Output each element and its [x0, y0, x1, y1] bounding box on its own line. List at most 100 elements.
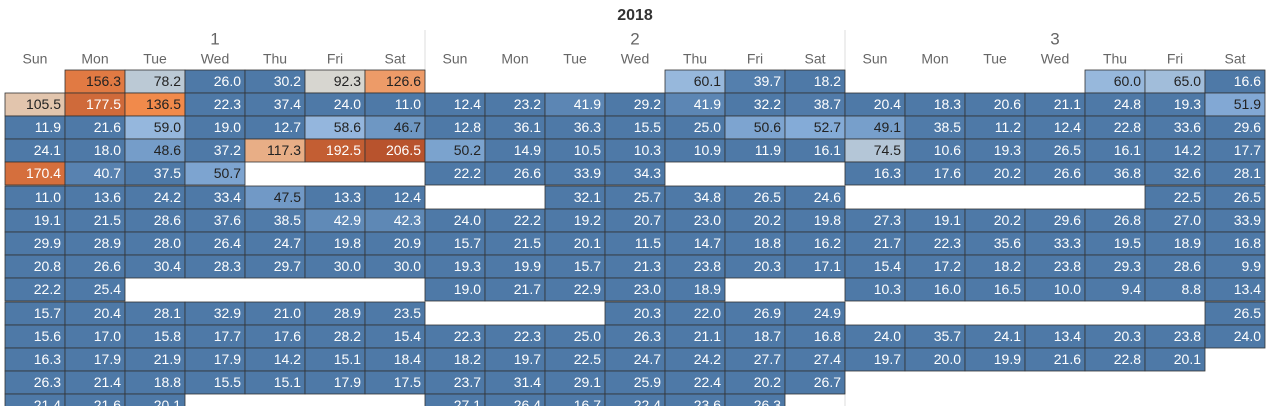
cell-label: 16.3 — [874, 165, 901, 181]
cell-label: 16.8 — [1234, 235, 1261, 251]
cell-label: 24.2 — [154, 189, 181, 205]
cell-label: 17.6 — [274, 328, 301, 344]
cell-label: 18.3 — [934, 96, 961, 112]
cell-label: 41.9 — [694, 96, 721, 112]
cell-label: 20.2 — [994, 212, 1021, 228]
cell-label: 48.6 — [154, 142, 181, 158]
weekday-label: Wed — [621, 51, 650, 67]
cell-label: 26.5 — [1234, 189, 1261, 205]
cell-label: 17.1 — [814, 258, 841, 274]
cell-label: 32.9 — [214, 305, 241, 321]
cell-label: 20.4 — [874, 96, 901, 112]
cell-label: 20.6 — [994, 96, 1021, 112]
cell-label: 27.1 — [454, 397, 481, 406]
cell-label: 25.4 — [94, 281, 121, 297]
cell-label: 17.7 — [1234, 142, 1261, 158]
cell-label: 27.3 — [874, 212, 901, 228]
cell-label: 42.9 — [334, 212, 361, 228]
cell-label: 19.9 — [994, 351, 1021, 367]
cell-label: 9.9 — [1242, 258, 1262, 274]
weekday-label: Thu — [683, 51, 707, 67]
cell-label: 27.0 — [1174, 212, 1201, 228]
cell-label: 26.0 — [214, 73, 241, 89]
cell-label: 26.4 — [214, 235, 241, 251]
cell-label: 24.9 — [814, 305, 841, 321]
cell-label: 42.3 — [394, 212, 421, 228]
cell-label: 20.2 — [994, 165, 1021, 181]
cell-label: 28.2 — [334, 328, 361, 344]
cell-label: 21.6 — [94, 397, 121, 406]
cell-label: 17.5 — [394, 374, 421, 390]
cell-label: 192.5 — [326, 142, 361, 158]
cell-label: 24.0 — [454, 212, 481, 228]
weekday-label: Sun — [443, 51, 468, 67]
cell-label: 26.5 — [754, 189, 781, 205]
weekday-label: Sun — [23, 51, 48, 67]
cell-label: 28.6 — [1174, 258, 1201, 274]
cell-label: 65.0 — [1174, 73, 1201, 89]
cell-label: 47.5 — [274, 189, 301, 205]
cell-label: 12.4 — [454, 96, 481, 112]
cell-label: 26.7 — [814, 374, 841, 390]
cell-label: 35.6 — [994, 235, 1021, 251]
cell-label: 20.1 — [574, 235, 601, 251]
cell-label: 11.9 — [755, 142, 781, 158]
cell-label: 19.8 — [814, 212, 841, 228]
cell-label: 19.9 — [514, 258, 541, 274]
cell-label: 28.1 — [1234, 165, 1261, 181]
cell-label: 13.4 — [1234, 281, 1261, 297]
cell-label: 23.0 — [694, 212, 721, 228]
cell-label: 20.3 — [634, 305, 661, 321]
cell-label: 12.7 — [274, 119, 301, 135]
cell-label: 20.3 — [1114, 328, 1141, 344]
cell-label: 22.3 — [514, 328, 541, 344]
cell-label: 46.7 — [394, 119, 421, 135]
cell-label: 18.2 — [814, 73, 841, 89]
cell-label: 29.9 — [34, 235, 61, 251]
weekday-label: Mon — [501, 51, 528, 67]
weekday-label: Tue — [143, 51, 167, 67]
cell-label: 36.3 — [574, 119, 601, 135]
cell-label: 17.7 — [214, 328, 241, 344]
cell-label: 22.9 — [574, 281, 601, 297]
cell-label: 23.8 — [1174, 328, 1201, 344]
cell-label: 10.6 — [934, 142, 961, 158]
cell-label: 51.9 — [1234, 96, 1261, 112]
cell-label: 22.3 — [934, 235, 961, 251]
cell-label: 52.7 — [814, 119, 841, 135]
cell-label: 37.5 — [154, 165, 181, 181]
cell-label: 27.7 — [754, 351, 781, 367]
cell-label: 10.3 — [874, 281, 901, 297]
cell-label: 21.5 — [514, 235, 541, 251]
cell-label: 33.4 — [214, 189, 241, 205]
cell-label: 24.0 — [1234, 328, 1261, 344]
cell-label: 21.7 — [874, 235, 901, 251]
cell-label: 19.5 — [1114, 235, 1141, 251]
cell-label: 14.9 — [514, 142, 541, 158]
cell-label: 170.4 — [26, 165, 61, 181]
cell-label: 15.5 — [214, 374, 241, 390]
cell-label: 50.7 — [214, 165, 241, 181]
cell-label: 19.7 — [874, 351, 901, 367]
cell-label: 17.2 — [934, 258, 961, 274]
cell-label: 20.1 — [154, 397, 181, 406]
cell-label: 10.9 — [694, 142, 721, 158]
cell-label: 23.6 — [694, 397, 721, 406]
heat-cell — [664, 277, 726, 302]
cell-label: 28.9 — [94, 235, 121, 251]
cell-label: 14.7 — [694, 235, 721, 251]
cell-label: 22.4 — [634, 397, 661, 406]
cell-label: 11.5 — [635, 235, 661, 251]
cell-label: 21.7 — [514, 281, 541, 297]
cell-label: 16.5 — [994, 281, 1021, 297]
cell-label: 117.3 — [267, 142, 301, 158]
cell-label: 20.2 — [754, 212, 781, 228]
cell-label: 23.7 — [454, 374, 481, 390]
cell-label: 21.1 — [1054, 96, 1081, 112]
cell-label: 78.2 — [154, 73, 181, 89]
cell-label: 22.4 — [694, 374, 721, 390]
cell-label: 26.3 — [634, 328, 661, 344]
cell-label: 34.8 — [694, 189, 721, 205]
cell-label: 17.9 — [94, 351, 121, 367]
